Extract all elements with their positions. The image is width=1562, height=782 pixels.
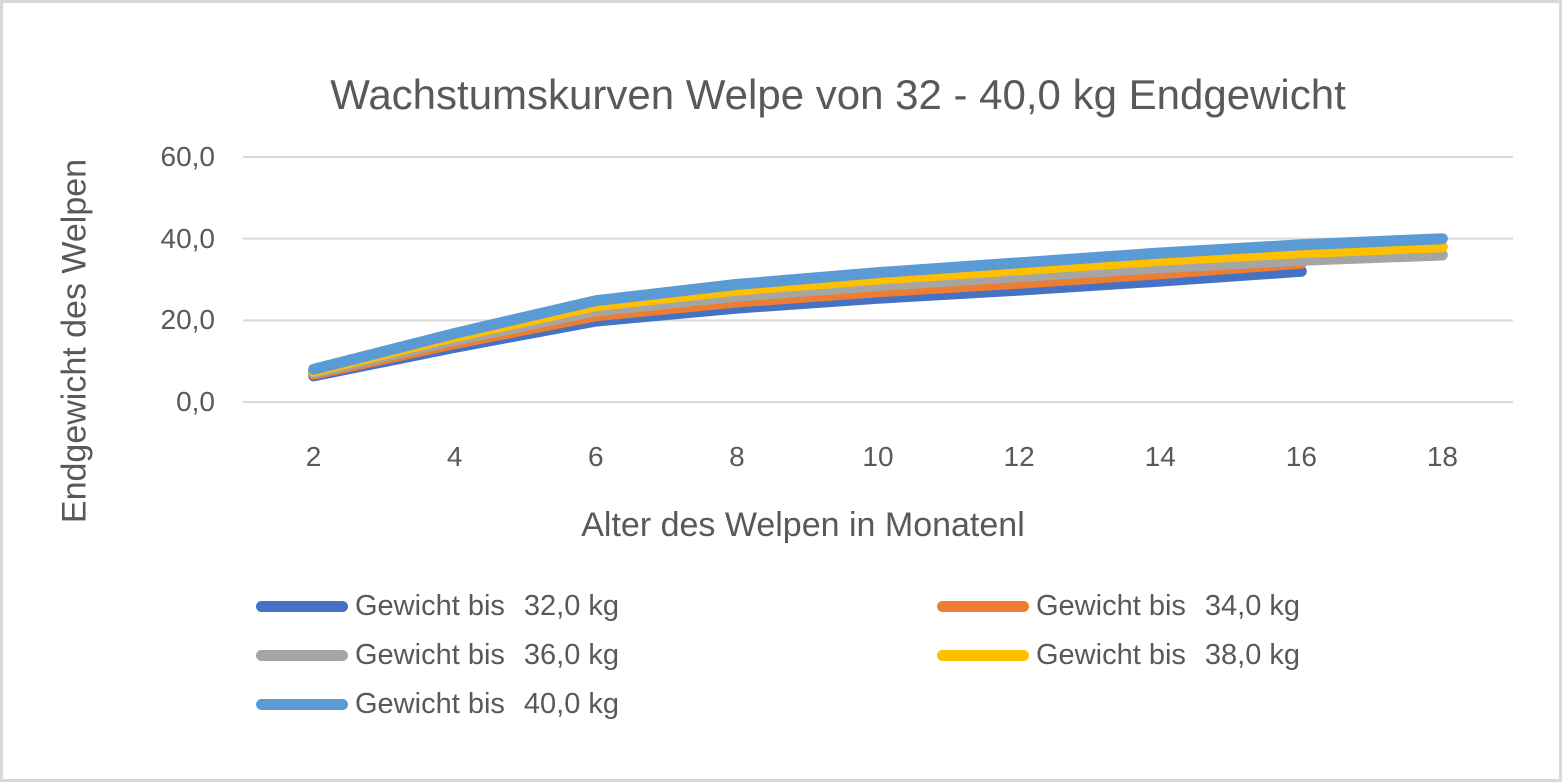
chart-title: Wachstumskurven Welpe von 32 - 40,0 kg E… [330,71,1346,118]
legend-line-swatch-icon [937,600,1029,612]
legend-value: 34,0 kg [1204,589,1301,622]
y-tick-label: 20,0 [160,304,216,336]
legend-line-swatch-icon [256,600,348,612]
legend-value: 40,0 kg [523,687,620,720]
legend-line-swatch-icon [256,698,348,710]
legend-line-swatch-icon [256,649,348,661]
x-tick-label: 8 [729,441,745,472]
legend-item: Gewicht bis 36,0 kg [256,638,619,672]
x-tick-label: 18 [1426,441,1459,472]
x-tick-label: 2 [305,441,322,472]
series-line-5 [308,233,1448,375]
legend-item: Gewicht bis 34,0 kg [937,589,1300,623]
legend-label: Gewicht bis [355,589,505,622]
legend-line-swatch-icon [937,649,1029,661]
y-tick-label: 60,0 [160,141,216,172]
x-tick-label: 6 [587,441,604,472]
legend-value: 38,0 kg [1204,638,1301,671]
x-tick-label: 10 [862,441,894,472]
legend-value: 36,0 kg [523,638,620,671]
legend-item: Gewicht bis 40,0 kg [256,687,619,721]
x-tick-label: 4 [446,441,463,472]
legend-label: Gewicht bis [1036,589,1186,622]
legend-label: Gewicht bis [355,687,505,720]
legend-label: Gewicht bis [355,638,505,671]
y-tick-label: 40,0 [160,222,216,254]
x-axis-title: Alter des Welpen in Monatenl [581,506,1025,544]
x-tick-label: 12 [1003,441,1035,472]
legend-item: Gewicht bis 38,0 kg [937,638,1300,672]
x-tick-label: 14 [1144,441,1176,472]
x-tick-label: 16 [1285,441,1317,472]
chart-legend: Gewicht bis 32,0 kg Gewicht bis 34,0 kg Gewi… [256,589,1416,734]
y-tick-label: 0,0 [176,386,215,417]
legend-value: 32,0 kg [523,589,620,622]
plot-area [243,156,1513,403]
legend-label: Gewicht bis [1036,638,1186,671]
legend-item: Gewicht bis 32,0 kg [256,589,619,623]
